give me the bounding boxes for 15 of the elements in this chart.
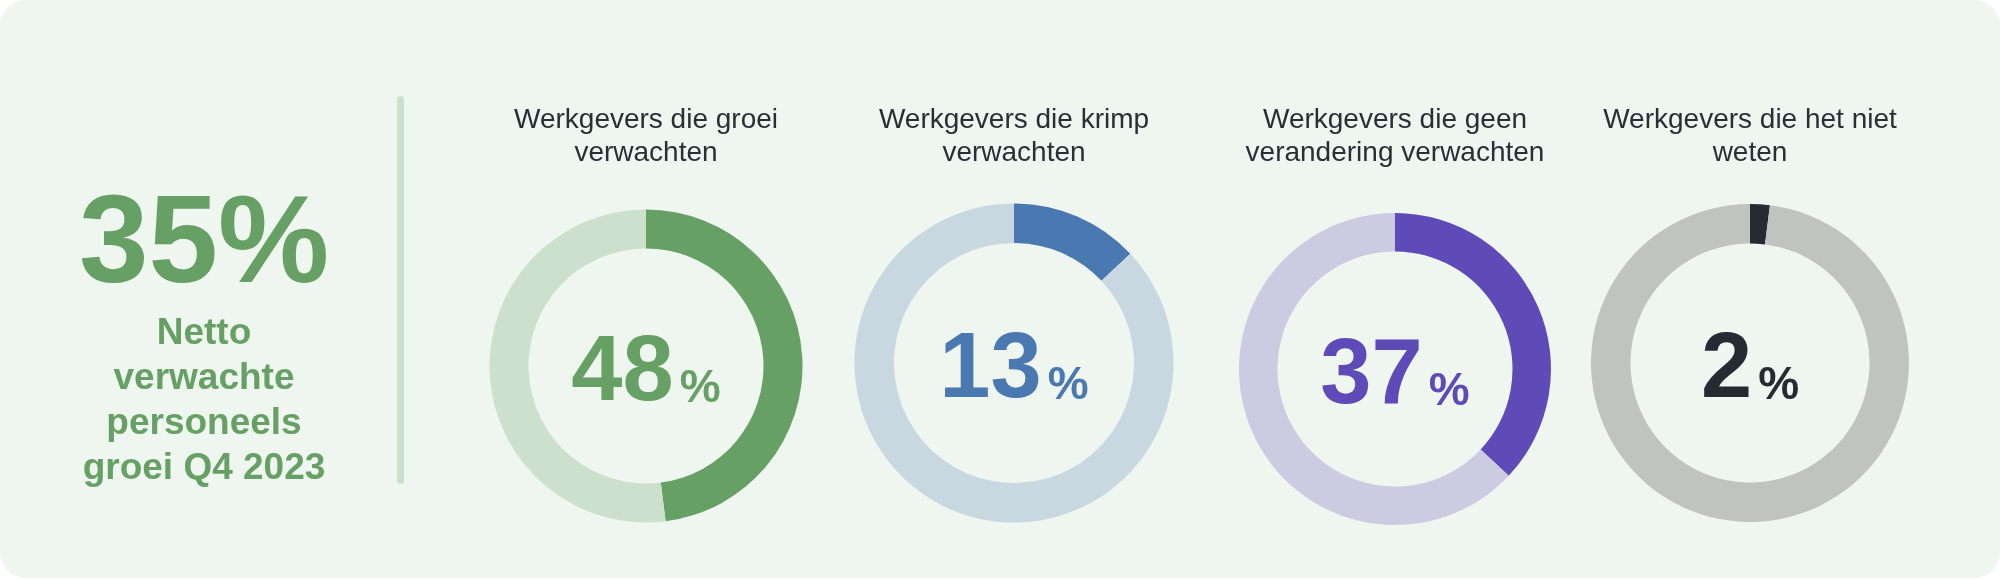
text: 35% <box>78 169 330 308</box>
chart-title: Werkgevers die geen verandering verwachten <box>1245 103 1545 167</box>
chart-title: Werkgevers die groei verwachten <box>513 103 779 167</box>
text: 48% <box>571 317 721 419</box>
text: 37% <box>1320 320 1470 422</box>
donut-slice <box>1591 204 1909 522</box>
text: Netto verwachte personeels groei Q4 2023 <box>82 311 326 487</box>
donut-slice <box>1239 213 1509 525</box>
text: 13% <box>939 314 1089 416</box>
donut-slice <box>854 203 1174 523</box>
text: 2% <box>1700 314 1800 416</box>
donut-slice <box>1750 204 1770 245</box>
chart-title: Werkgevers die krimp verwachten <box>878 103 1150 167</box>
donut-slice <box>1014 203 1131 281</box>
chart-title: Werkgevers die het niet weten <box>1603 103 1898 167</box>
